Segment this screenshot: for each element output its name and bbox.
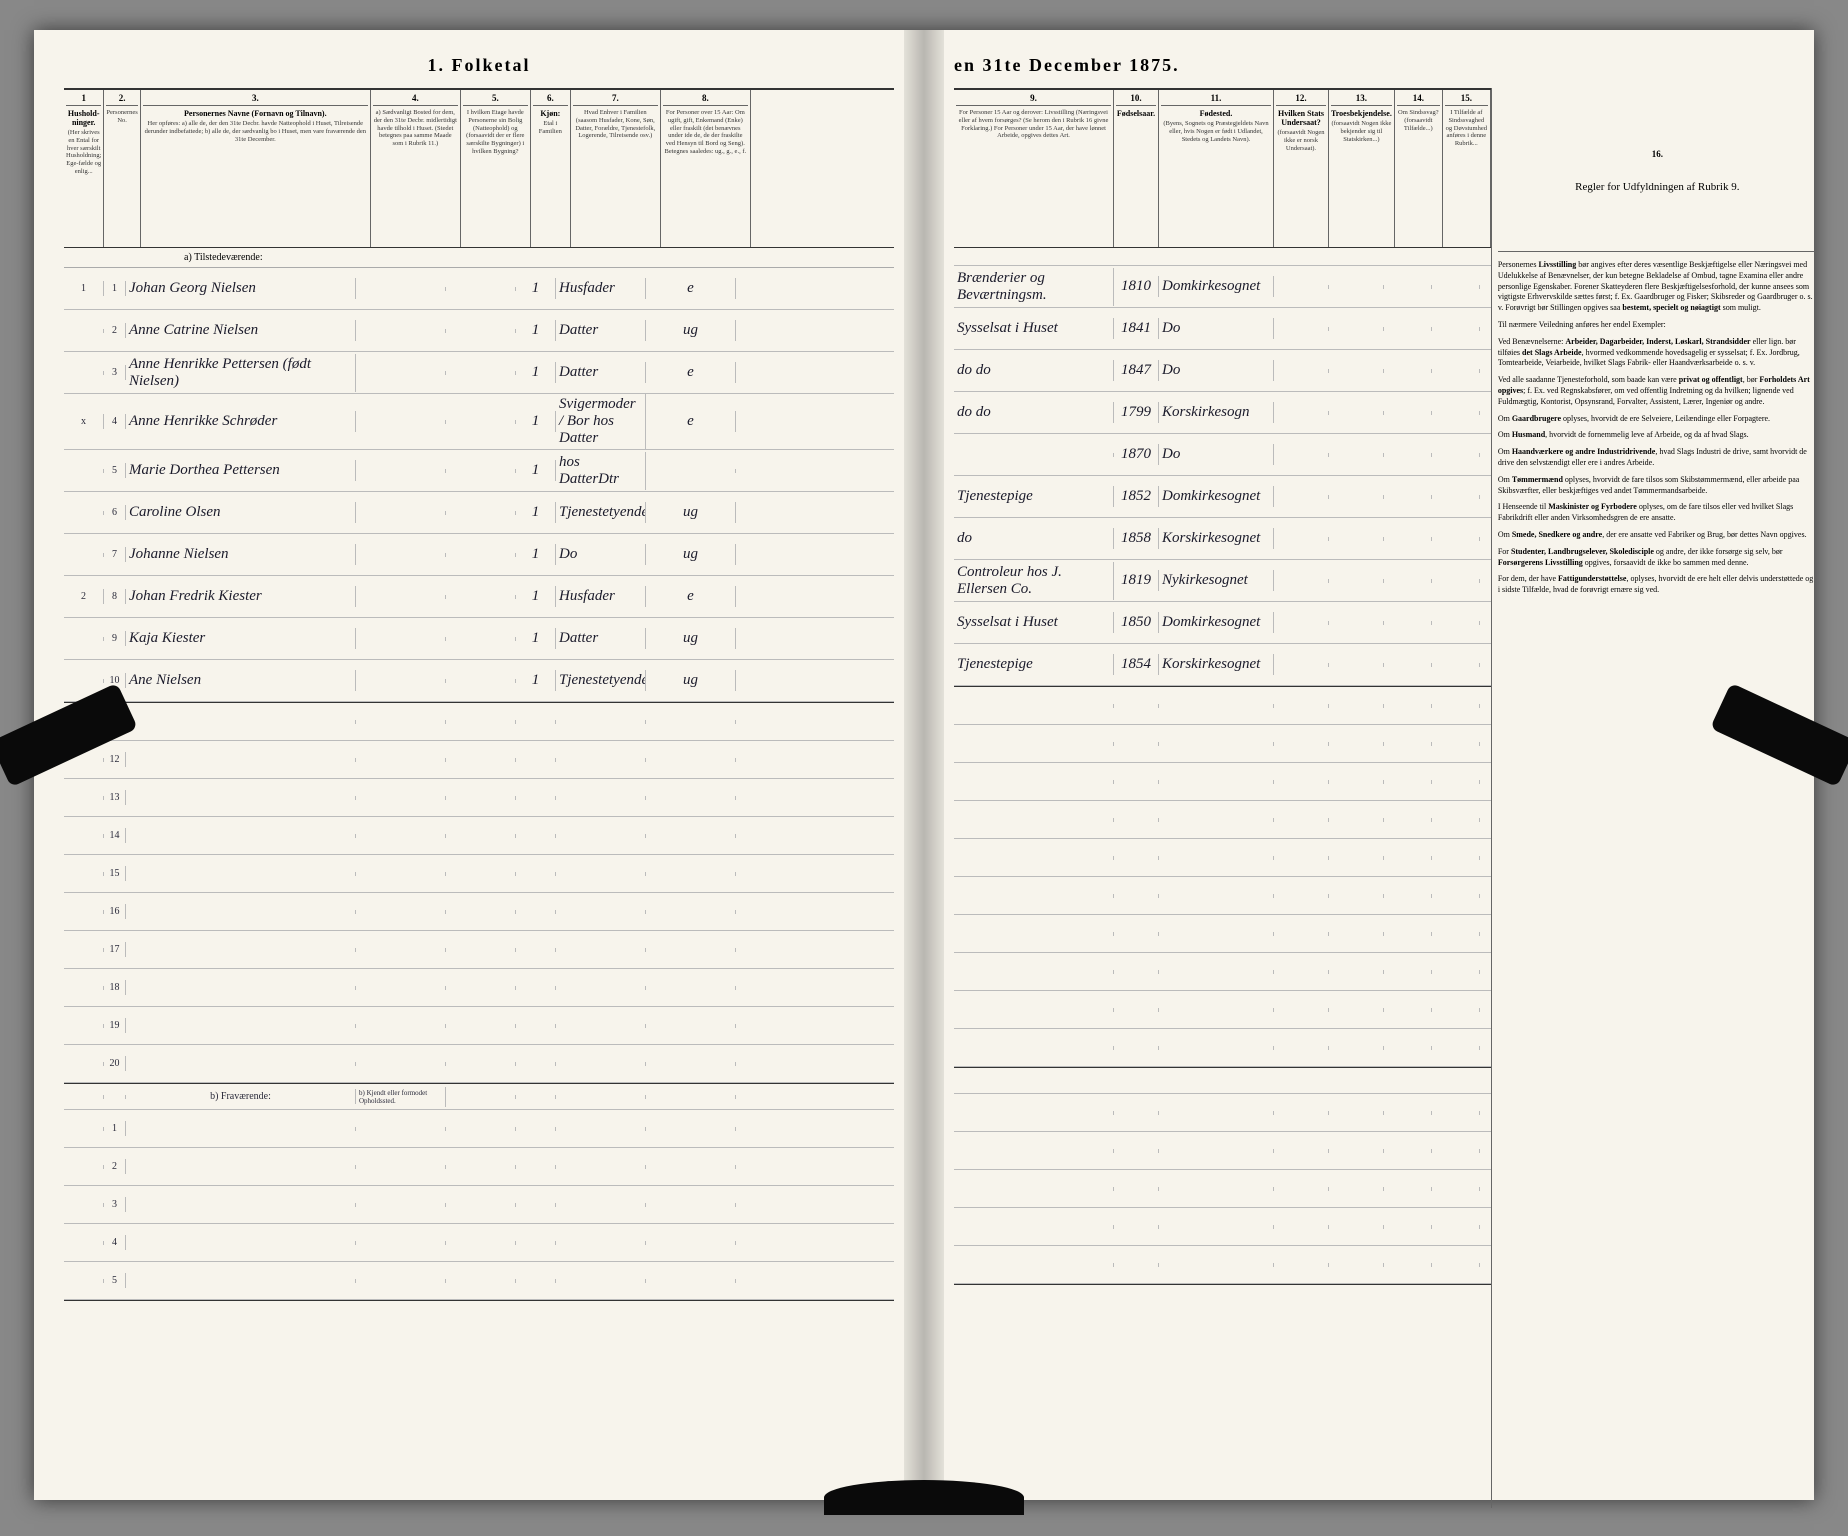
data-rows-absent: 12345: [64, 1110, 894, 1301]
table-row: 18: [64, 969, 894, 1007]
table-row: 17: [64, 931, 894, 969]
table-row: Tjenestepige1852Domkirkesognet: [954, 476, 1491, 518]
table-row: 9Kaja Kiester1Datterug: [64, 618, 894, 660]
table-row: 4: [64, 1224, 894, 1262]
data-rows-empty-a: 11121314151617181920: [64, 703, 894, 1084]
table-row: 1870Do: [954, 434, 1491, 476]
table-row: 3Anne Henrikke Pettersen (født Nielsen)1…: [64, 352, 894, 394]
page-title-left: 1. Folketal: [64, 55, 894, 76]
table-row: x4Anne Henrikke Schrøder1Svigermoder / B…: [64, 394, 894, 450]
table-row: 15: [64, 855, 894, 893]
page-title-right: en 31te December 1875.: [954, 55, 1784, 76]
table-row: 16: [64, 893, 894, 931]
data-rows-right: Brænderier og Beværtningsm.1810Domkirkes…: [954, 266, 1491, 687]
rules-text: Personernes Livsstilling bør angives eft…: [1498, 260, 1817, 596]
right-page: en 31te December 1875. 9.For Personer 15…: [924, 30, 1814, 1500]
table-row: 20: [64, 1045, 894, 1083]
book-spine: [904, 30, 944, 1500]
header-row-left: 1Hushold-ninger.(Her skrives en Ental fo…: [64, 88, 894, 248]
table-row: 7Johanne Nielsen1Doug: [64, 534, 894, 576]
left-page: 1. Folketal 1Hushold-ninger.(Her skrives…: [34, 30, 924, 1500]
data-rows-present: 11Johan Georg NielsenSidebygning Pamlige…: [64, 268, 894, 703]
table-row: 2Anne Catrine Nielsen1Datterug: [64, 310, 894, 352]
table-row: 28Johan Fredrik Kiester1Husfadere: [64, 576, 894, 618]
table-row: 12: [64, 741, 894, 779]
table-row: Sysselsat i Huset1841Do: [954, 308, 1491, 350]
table-row: 5Marie Dorthea Pettersen1hos DatterDtr: [64, 450, 894, 492]
table-row: Tjenestepige1854Korskirkesognet: [954, 644, 1491, 686]
census-ledger-spread: 1. Folketal 1Hushold-ninger.(Her skrives…: [34, 30, 1814, 1500]
right-main-table: 9.For Personer 15 Aar og derover: Livsst…: [954, 88, 1491, 1508]
table-row: 3: [64, 1186, 894, 1224]
header-row-right: 9.For Personer 15 Aar og derover: Livsst…: [954, 88, 1491, 248]
table-row: Brænderier og Beværtningsm.1810Domkirkes…: [954, 266, 1491, 308]
table-row: do do1847Do: [954, 350, 1491, 392]
clip-bottom: [824, 1480, 1024, 1515]
table-row: 2: [64, 1148, 894, 1186]
table-row: do do1799Korskirkesogn: [954, 392, 1491, 434]
table-row: Controleur hos J. Ellersen Co.1819Nykirk…: [954, 560, 1491, 602]
table-row: 10Ane Nielsen1Tjenestetyendeug: [64, 660, 894, 702]
table-row: 13: [64, 779, 894, 817]
table-row: 11Johan Georg NielsenSidebygning Pamlige…: [64, 268, 894, 310]
table-row: do1858Korskirkesognet: [954, 518, 1491, 560]
table-row: 5: [64, 1262, 894, 1300]
table-row: Sysselsat i Huset1850Domkirkesognet: [954, 602, 1491, 644]
rules-column: 16. Regler for Udfyldningen af Rubrik 9.…: [1491, 88, 1823, 1508]
table-row: 6Caroline Olsen1Tjenestetyendeug: [64, 492, 894, 534]
section-a-label: a) Tilstedeværende:: [64, 248, 894, 268]
table-row: 19: [64, 1007, 894, 1045]
table-row: 14: [64, 817, 894, 855]
table-row: 11: [64, 703, 894, 741]
table-row: 1: [64, 1110, 894, 1148]
